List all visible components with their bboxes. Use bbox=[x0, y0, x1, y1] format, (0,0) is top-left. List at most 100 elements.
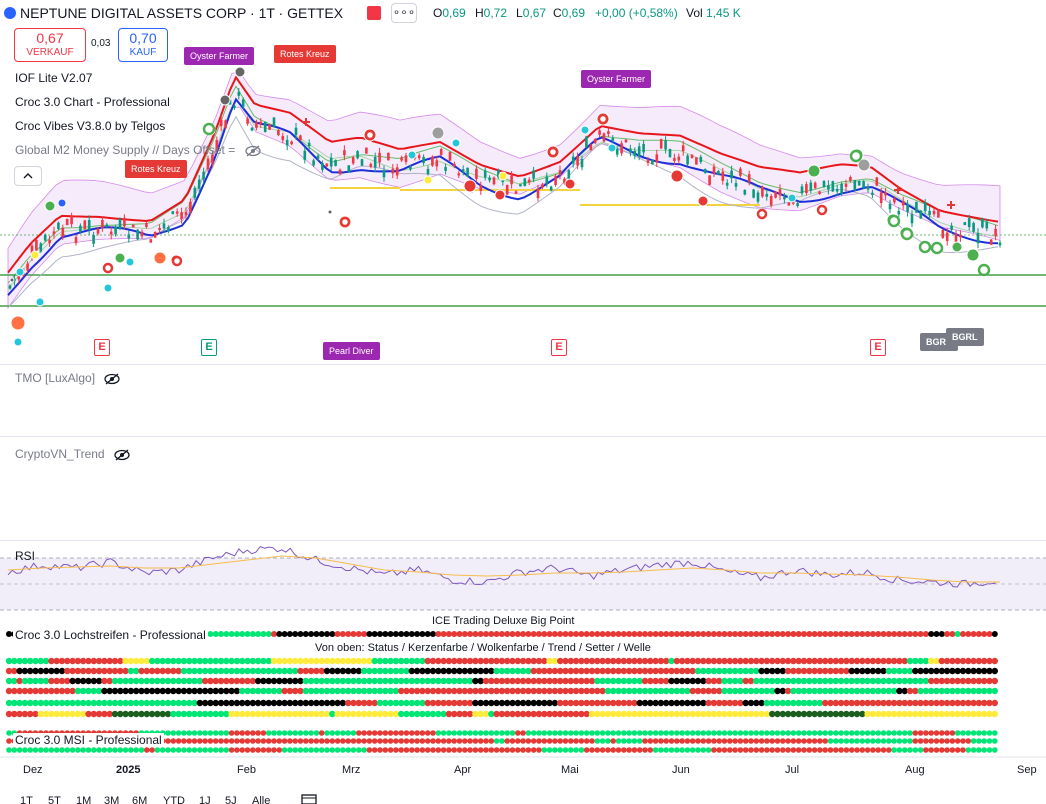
strip-dot bbox=[604, 657, 612, 665]
candle-body bbox=[765, 193, 769, 197]
calendar-icon[interactable] bbox=[300, 793, 318, 804]
signal-bgrl-2[interactable]: BGRL bbox=[946, 328, 984, 346]
strip-dot bbox=[435, 631, 442, 637]
strip-dot bbox=[949, 710, 956, 718]
candle-body bbox=[800, 186, 804, 194]
candle-body bbox=[835, 189, 839, 192]
strip-dot bbox=[281, 738, 288, 744]
timeframe-3m[interactable]: 3M bbox=[104, 795, 120, 804]
strip-dot bbox=[885, 657, 892, 665]
earnings-marker[interactable]: E bbox=[870, 339, 886, 356]
pane-separator[interactable] bbox=[0, 364, 1046, 365]
msi-label[interactable]: Croc 3.0 MSI - Professional bbox=[13, 733, 164, 747]
strip-dot bbox=[143, 677, 150, 685]
strip-dot bbox=[154, 657, 161, 665]
more-options-button[interactable]: ∘∘∘ bbox=[391, 3, 417, 23]
earnings-marker[interactable]: E bbox=[551, 339, 567, 356]
strip-dot bbox=[890, 710, 898, 718]
strip-dot bbox=[901, 710, 908, 718]
strip-dot bbox=[37, 677, 44, 685]
indicator-croc-vibes[interactable]: Croc Vibes V3.8.0 by Telgos bbox=[15, 119, 166, 133]
pane-tmo[interactable]: TMO [LuxAlgo] bbox=[15, 371, 121, 385]
strip-dot bbox=[827, 631, 834, 637]
pane-cryptovn[interactable]: CryptoVN_Trend bbox=[15, 447, 130, 461]
timeframe-ytd[interactable]: YTD bbox=[163, 795, 185, 804]
strip-dot bbox=[154, 677, 161, 685]
sell-button[interactable]: 0,67 VERKAUF bbox=[14, 28, 86, 62]
strip-dot bbox=[329, 687, 336, 695]
timeframe-1m[interactable]: 1M bbox=[76, 795, 92, 804]
candle-body bbox=[805, 184, 808, 194]
timeframe-5j[interactable]: 5J bbox=[225, 795, 237, 804]
strip-dot bbox=[562, 667, 569, 675]
strip-dot bbox=[631, 710, 638, 718]
strip-dot bbox=[175, 699, 182, 707]
strip-dot bbox=[536, 747, 542, 753]
pane-separator[interactable] bbox=[0, 540, 1046, 541]
strip-dot bbox=[764, 738, 770, 744]
strip-dot bbox=[509, 667, 516, 675]
signal-ring bbox=[756, 208, 768, 220]
strip-dot bbox=[80, 710, 87, 718]
strip-dot bbox=[890, 677, 898, 685]
strip-dot bbox=[737, 657, 744, 665]
signal-rotes-kreuz[interactable]: Rotes Kreuz bbox=[274, 45, 336, 63]
strip-dot bbox=[530, 667, 537, 675]
collapse-indicators-button[interactable] bbox=[14, 166, 42, 186]
strip-dot bbox=[313, 738, 320, 744]
strip-dot bbox=[668, 730, 675, 736]
indicator-global-m2[interactable]: Global M2 Money Supply // Days Offset = bbox=[15, 143, 261, 157]
hidden-eye-icon[interactable] bbox=[104, 373, 121, 385]
candle-body bbox=[752, 189, 755, 198]
indicator-croc-chart[interactable]: Croc 3.0 Chart - Professional bbox=[15, 95, 170, 109]
signal-ring bbox=[171, 255, 183, 267]
candle-body bbox=[488, 177, 491, 181]
buy-button[interactable]: 0,70 KAUF bbox=[118, 28, 168, 62]
timeframe-1j[interactable]: 1J bbox=[199, 795, 211, 804]
strip-dot bbox=[345, 730, 352, 736]
pane-separator[interactable] bbox=[0, 436, 1046, 437]
earnings-marker-green[interactable]: E bbox=[201, 339, 217, 356]
strip-dot bbox=[758, 699, 765, 707]
strip-dot bbox=[382, 747, 389, 753]
lochstreifen-label[interactable]: Croc 3.0 Lochstreifen - Professional bbox=[13, 628, 208, 642]
signal-oyster-farmer-2[interactable]: Oyster Farmer bbox=[581, 70, 652, 88]
signal-rotes-kreuz-2[interactable]: Rotes Kreuz bbox=[125, 160, 187, 178]
strip-dot bbox=[557, 657, 564, 665]
strip-dot bbox=[954, 747, 961, 753]
strip-dot bbox=[58, 657, 66, 665]
timeframe-alle[interactable]: Alle bbox=[252, 795, 271, 804]
timeframe-1t[interactable]: 1T bbox=[20, 795, 33, 804]
strip-dot bbox=[260, 747, 267, 753]
strip-dot bbox=[758, 730, 765, 736]
pane-rsi-label[interactable]: RSI bbox=[15, 549, 36, 563]
strip-dot bbox=[334, 738, 341, 744]
symbol-title[interactable]: NEPTUNE DIGITAL ASSETS CORP · 1T · GETTE… bbox=[20, 5, 344, 21]
signal-oyster-farmer[interactable]: Oyster Farmer bbox=[184, 47, 255, 65]
flag-icon[interactable] bbox=[367, 6, 381, 20]
candle-body bbox=[206, 158, 210, 170]
ice-label[interactable]: ICE Trading Deluxe Big Point bbox=[430, 615, 577, 627]
strip-dot bbox=[562, 730, 569, 736]
strip-dot bbox=[387, 747, 394, 753]
strip-dot bbox=[668, 699, 675, 707]
strip-dot bbox=[695, 747, 701, 753]
strip-dot bbox=[186, 730, 192, 736]
signal-pearl-diver[interactable]: Pearl Diver bbox=[323, 342, 380, 360]
strip-dot bbox=[186, 699, 193, 707]
hidden-eye-icon[interactable] bbox=[114, 449, 130, 461]
indicator-iof[interactable]: IOF Lite V2.07 bbox=[15, 71, 93, 85]
strip-dot bbox=[652, 687, 659, 695]
strip-dot bbox=[790, 747, 797, 753]
earnings-marker[interactable]: E bbox=[94, 339, 110, 356]
strip-dot bbox=[827, 699, 834, 707]
strip-dot bbox=[334, 687, 341, 695]
strip-dot bbox=[101, 667, 108, 675]
timeframe-6m[interactable]: 6M bbox=[132, 795, 148, 804]
strip-dot bbox=[551, 677, 559, 685]
timeframe-5t[interactable]: 5T bbox=[48, 795, 61, 804]
candle-body bbox=[475, 168, 478, 179]
strip-dot bbox=[276, 699, 283, 707]
hidden-eye-icon[interactable] bbox=[244, 145, 261, 157]
